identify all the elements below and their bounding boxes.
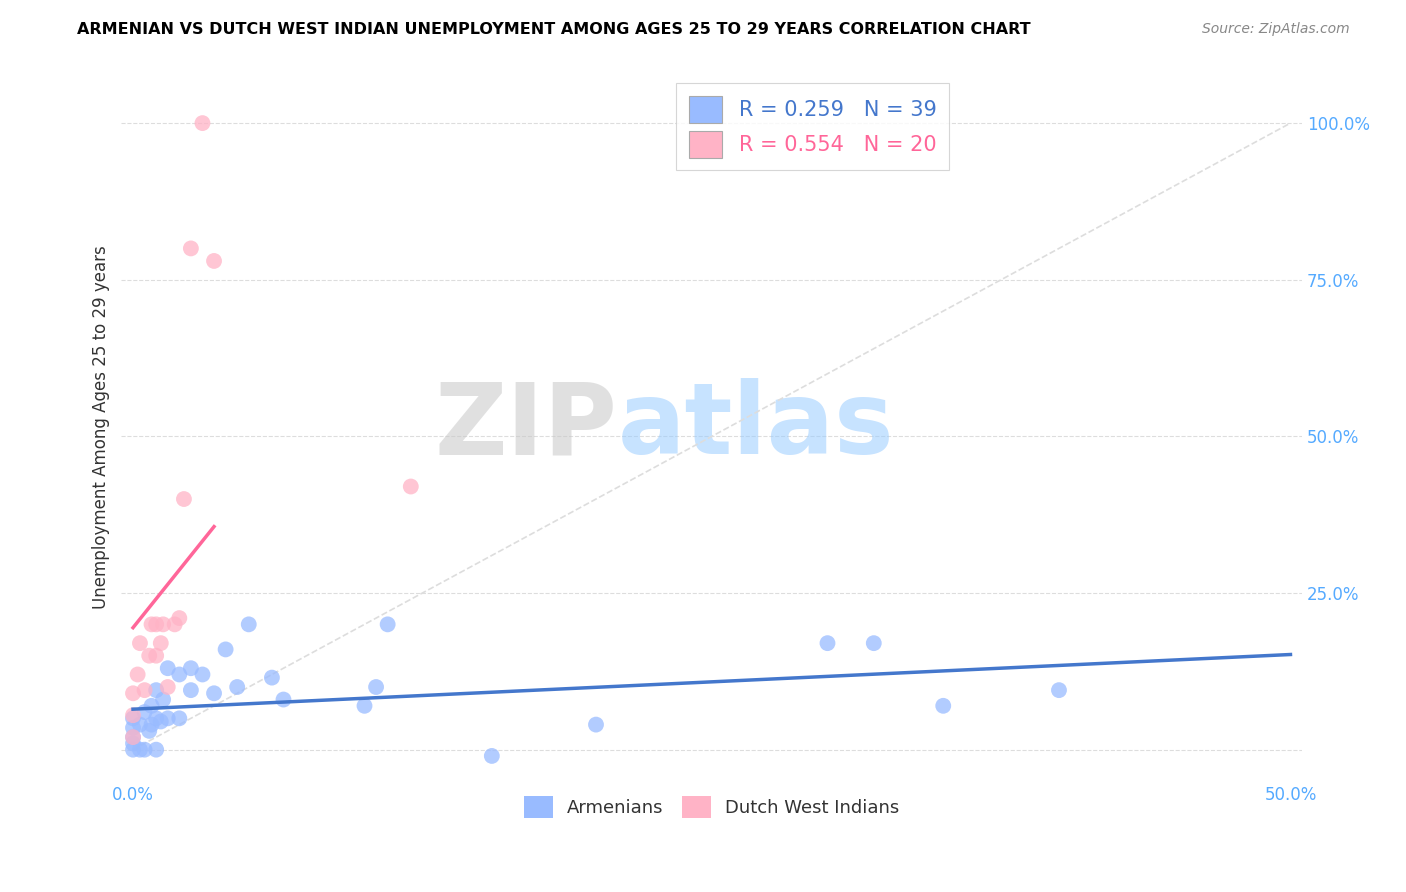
- Y-axis label: Unemployment Among Ages 25 to 29 years: Unemployment Among Ages 25 to 29 years: [93, 245, 110, 609]
- Point: [141, 617, 163, 632]
- Point: [163, 617, 186, 632]
- Point: [377, 617, 399, 632]
- Point: [141, 698, 163, 713]
- Point: [180, 661, 202, 675]
- Point: [214, 642, 236, 657]
- Point: [129, 636, 152, 650]
- Point: [145, 648, 167, 663]
- Point: [149, 714, 172, 729]
- Point: [202, 254, 225, 268]
- Point: [122, 730, 145, 744]
- Point: [169, 611, 191, 625]
- Point: [145, 683, 167, 698]
- Point: [122, 736, 145, 750]
- Point: [156, 661, 179, 675]
- Text: ARMENIAN VS DUTCH WEST INDIAN UNEMPLOYMENT AMONG AGES 25 TO 29 YEARS CORRELATION: ARMENIAN VS DUTCH WEST INDIAN UNEMPLOYME…: [77, 22, 1031, 37]
- Text: atlas: atlas: [617, 378, 894, 475]
- Point: [353, 698, 375, 713]
- Point: [817, 636, 839, 650]
- Point: [134, 705, 156, 719]
- Point: [149, 636, 172, 650]
- Point: [122, 711, 145, 725]
- Point: [481, 748, 503, 763]
- Point: [127, 667, 149, 681]
- Point: [134, 742, 156, 756]
- Point: [364, 680, 387, 694]
- Point: [399, 479, 422, 493]
- Legend: Armenians, Dutch West Indians: Armenians, Dutch West Indians: [517, 789, 907, 825]
- Point: [862, 636, 884, 650]
- Point: [122, 742, 145, 756]
- Text: Source: ZipAtlas.com: Source: ZipAtlas.com: [1202, 22, 1350, 37]
- Point: [134, 683, 156, 698]
- Point: [138, 648, 160, 663]
- Point: [260, 671, 283, 685]
- Text: ZIP: ZIP: [434, 378, 617, 475]
- Point: [238, 617, 260, 632]
- Point: [226, 680, 249, 694]
- Point: [585, 717, 607, 731]
- Point: [173, 491, 195, 506]
- Point: [273, 692, 295, 706]
- Point: [129, 742, 152, 756]
- Point: [141, 717, 163, 731]
- Point: [169, 667, 191, 681]
- Point: [129, 717, 152, 731]
- Point: [191, 116, 214, 130]
- Point: [145, 617, 167, 632]
- Point: [180, 241, 202, 255]
- Point: [122, 686, 145, 700]
- Point: [932, 698, 955, 713]
- Point: [145, 742, 167, 756]
- Point: [122, 708, 145, 723]
- Point: [202, 686, 225, 700]
- Point: [156, 680, 179, 694]
- Point: [152, 692, 174, 706]
- Point: [122, 721, 145, 735]
- Point: [191, 667, 214, 681]
- Point: [122, 730, 145, 744]
- Point: [169, 711, 191, 725]
- Point: [145, 711, 167, 725]
- Point: [138, 723, 160, 738]
- Point: [152, 617, 174, 632]
- Point: [1047, 683, 1070, 698]
- Point: [156, 711, 179, 725]
- Point: [180, 683, 202, 698]
